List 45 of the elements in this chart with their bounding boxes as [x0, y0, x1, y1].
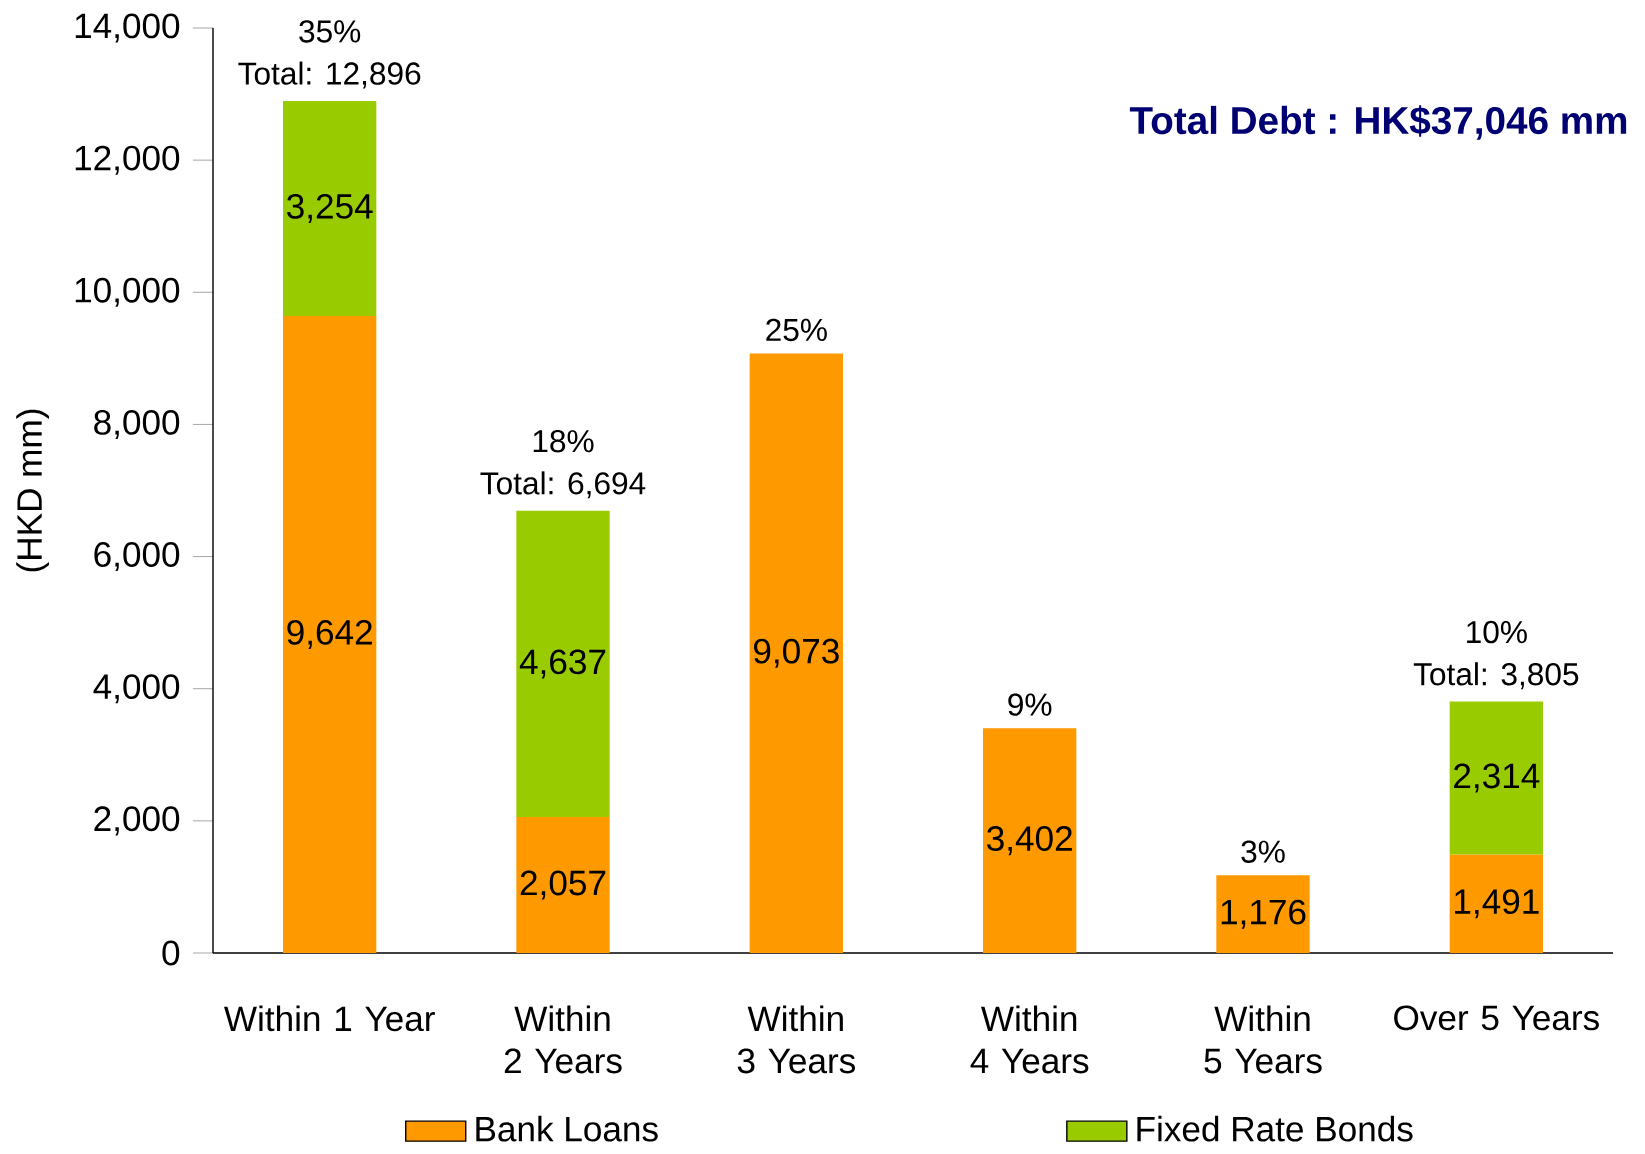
annotation: 35% — [299, 20, 361, 43]
data-label: 9,073 — [754, 638, 839, 668]
bar — [1216, 875, 1310, 953]
bar — [283, 315, 377, 953]
total-label: Total: 6,694 — [480, 471, 646, 499]
data-label: 2,314 — [1454, 763, 1540, 793]
x-tick-label: Within 4 Years — [970, 1005, 1089, 1074]
data-label: 2,057 — [520, 870, 606, 900]
x-tick-label: Within 5 Years — [1204, 1005, 1322, 1074]
x-tick-label: Within 1 Year — [224, 1005, 435, 1032]
total-label: Total: 3,805 — [1413, 662, 1579, 690]
y-tick-label: 4,000 — [93, 674, 180, 704]
bar — [983, 728, 1077, 953]
bar — [516, 817, 610, 953]
y-tick-label: 12,000 — [75, 145, 180, 175]
y-tick-label: 6,000 — [94, 542, 180, 572]
x-tick-label: Within 3 Years — [737, 1005, 855, 1074]
x-tick-label: Within 2 Years — [504, 1005, 622, 1074]
bar — [1449, 854, 1544, 953]
bar — [1449, 701, 1544, 855]
bar — [283, 100, 377, 316]
data-label: 3,254 — [287, 193, 373, 223]
data-label: 9,642 — [287, 619, 372, 650]
annotation: 18% — [533, 429, 594, 453]
annotation: 10% — [1467, 620, 1527, 644]
y-axis-title: (HKD mm) — [16, 409, 49, 572]
data-label: 1,491 — [1455, 889, 1539, 919]
total-label: Total: 12,896 — [238, 61, 421, 89]
y-tick-label: 10,000 — [75, 277, 180, 307]
annotation: 3% — [1241, 840, 1285, 863]
x-tick-label: Over 5 Years — [1394, 1005, 1599, 1031]
y-tick-label: 2,000 — [94, 806, 180, 836]
bar — [516, 510, 610, 818]
annotation: 25% — [766, 318, 827, 342]
y-tick-label: 8,000 — [94, 409, 180, 439]
bar — [749, 353, 843, 953]
data-label: 4,637 — [519, 649, 606, 679]
legend-label: Fixed Rate Bonds — [1137, 1115, 1413, 1142]
legend-label: Bank Loans — [476, 1115, 658, 1142]
annotation: Total Debt : HK$37,046 mm — [1129, 105, 1627, 140]
data-label: 1,176 — [1221, 899, 1306, 929]
data-label: 3,402 — [987, 826, 1072, 856]
annotation: 9% — [1008, 693, 1052, 716]
y-tick-label: 0 — [162, 940, 180, 966]
y-tick-label: 14,000 — [75, 13, 180, 43]
